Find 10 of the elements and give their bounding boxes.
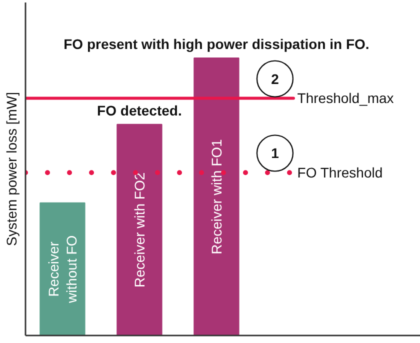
text: FO present with high power dissipation in FO. (64, 36, 370, 52)
ref-line-label: FO Threshold (297, 164, 383, 181)
annotation: 2 (271, 70, 280, 87)
x-tick-label: Receiver without FO (46, 235, 80, 304)
x-tick-label: Receiver with FO1 (208, 138, 224, 254)
x-tick-label: Receiver with FO2 (131, 172, 148, 288)
annotation: 1 (271, 145, 280, 162)
y-axis-title: System power loss [mW] (4, 92, 20, 246)
annotation: FO detected. (97, 102, 182, 118)
ref-line-label: Threshold_max (297, 90, 394, 106)
